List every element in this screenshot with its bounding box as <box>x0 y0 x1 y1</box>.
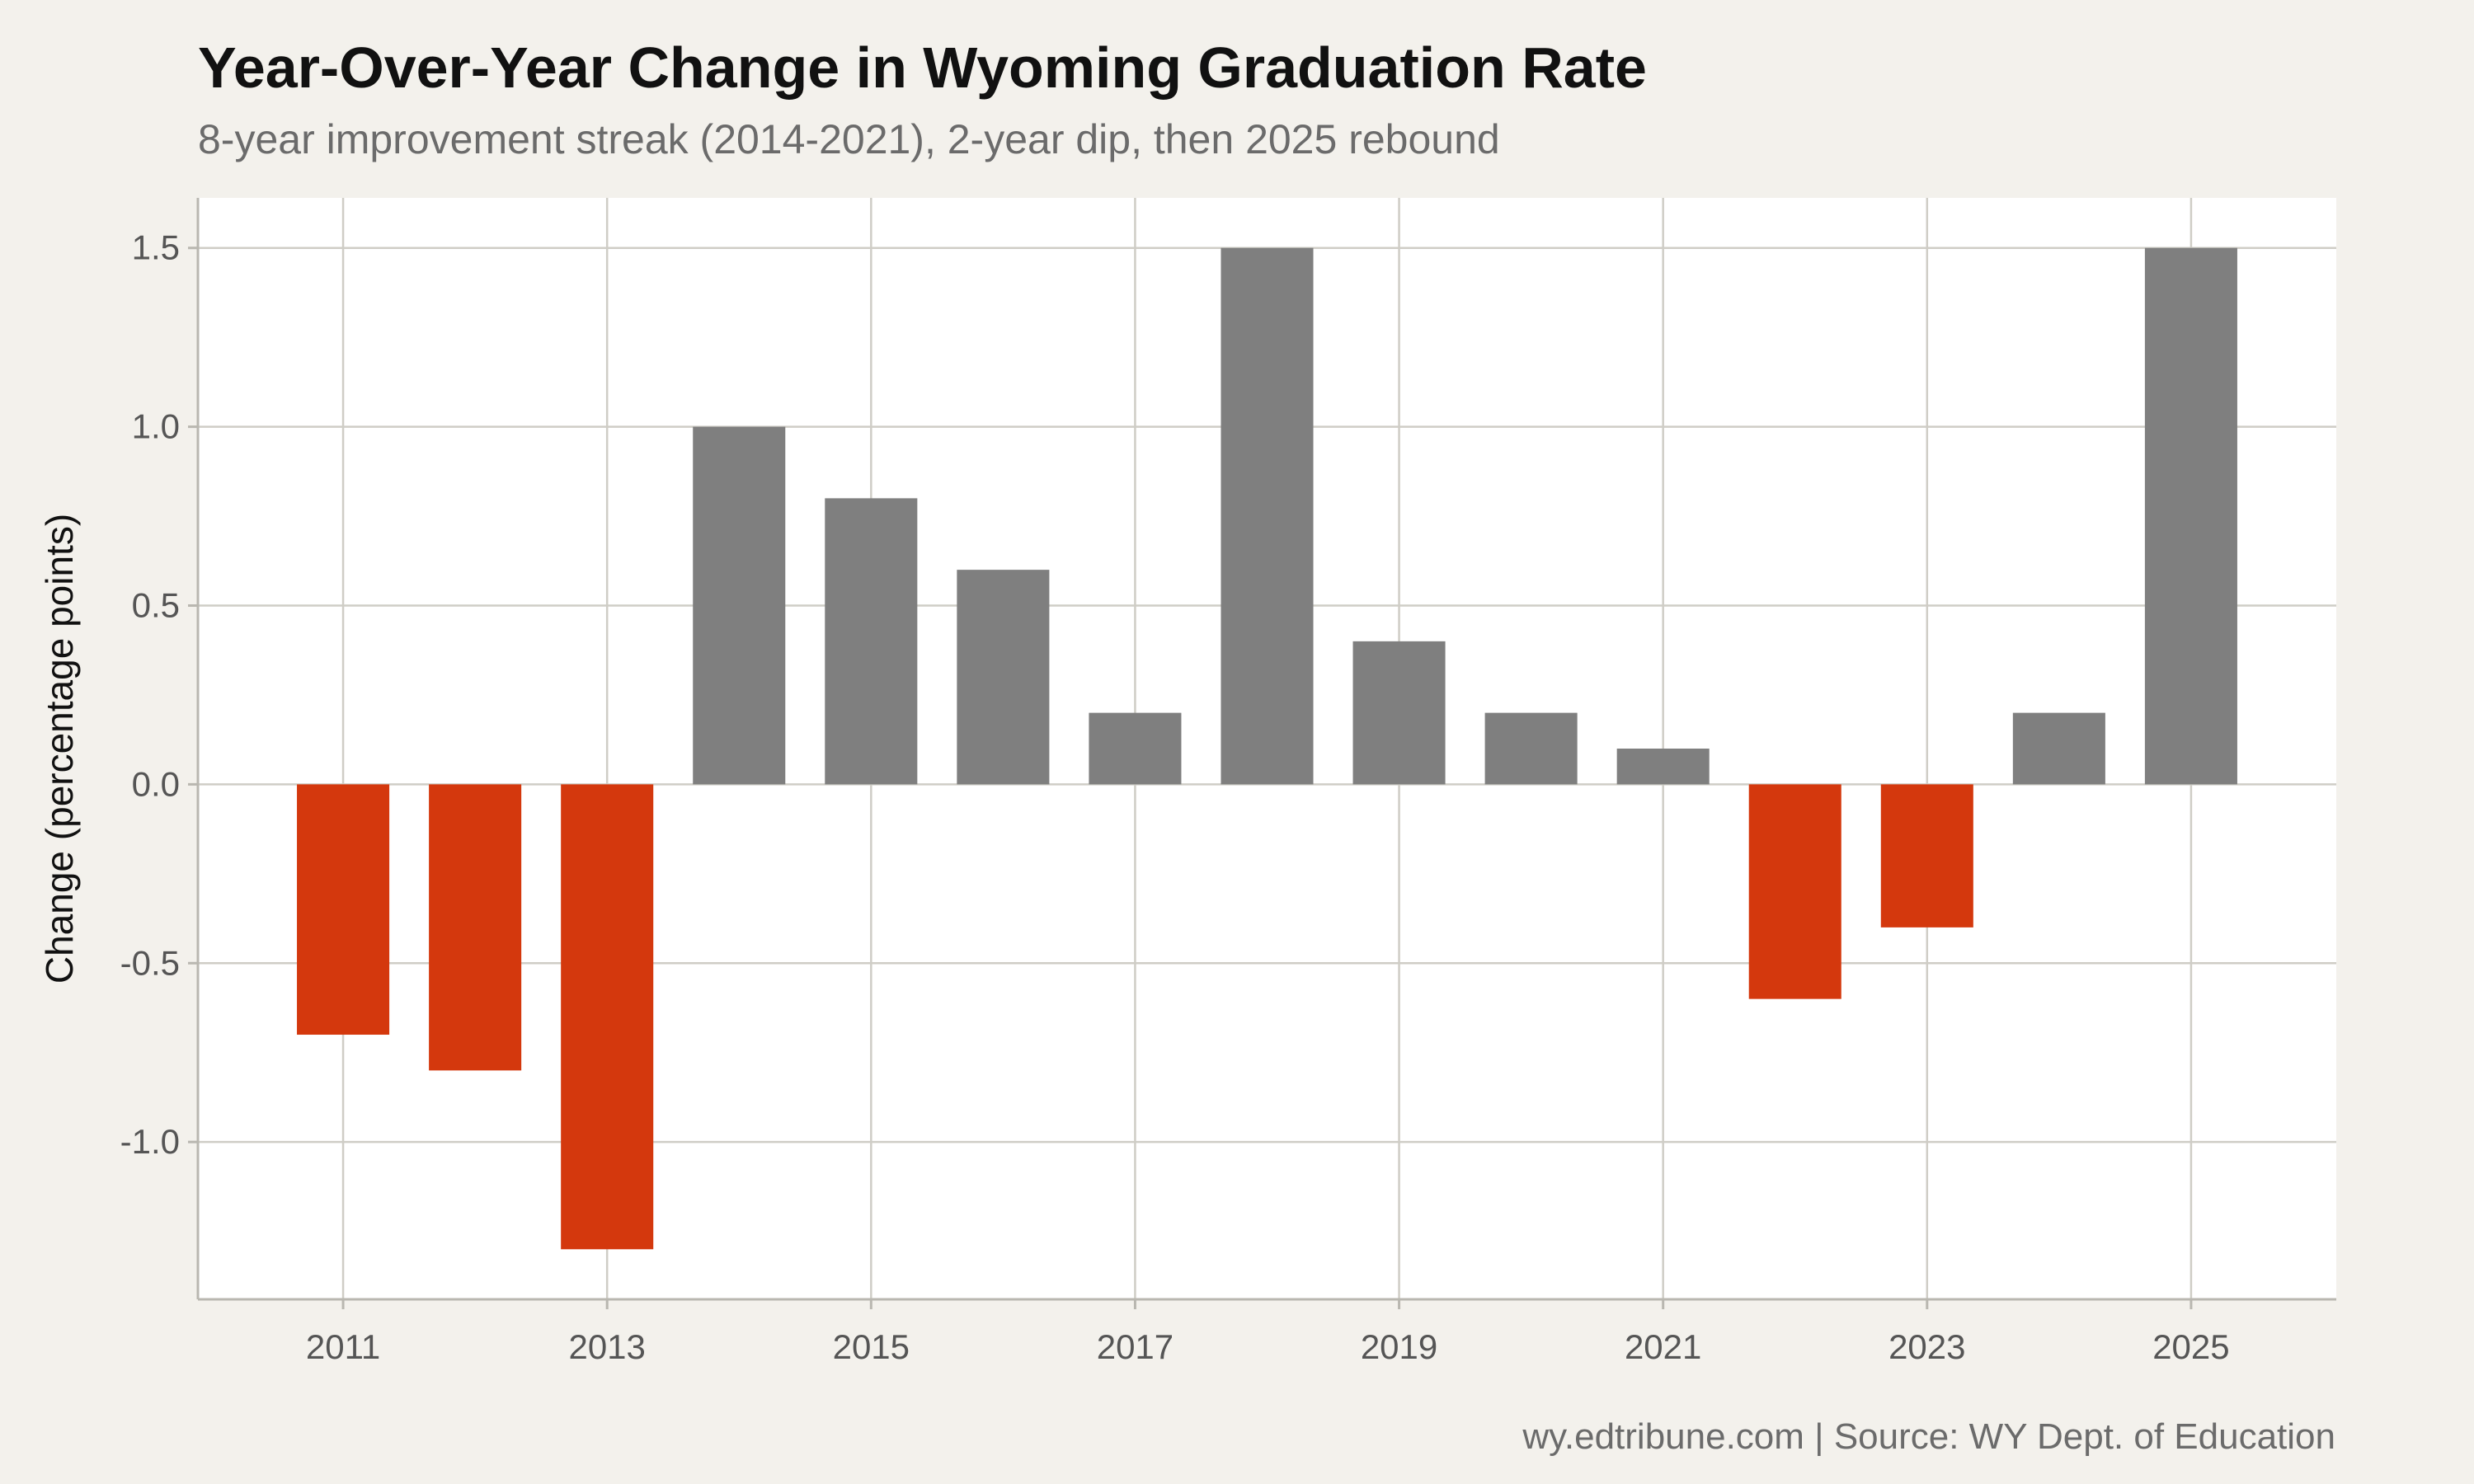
chart-subtitle: 8-year improvement streak (2014-2021), 2… <box>198 116 1500 162</box>
chart-caption: wy.edtribune.com | Source: WY Dept. of E… <box>1522 1416 2335 1457</box>
y-tick-label: 0.5 <box>132 585 180 624</box>
y-tick-labels: -1.0 -0.5 0.0 0.5 1.0 1.5 <box>120 228 198 1161</box>
bar-2011 <box>297 784 390 1036</box>
y-tick-label: 1.5 <box>132 228 180 267</box>
bar-2017 <box>1089 712 1182 785</box>
y-tick-label: -1.0 <box>120 1122 180 1161</box>
bar-2023 <box>1880 784 1973 928</box>
y-tick-label: -0.5 <box>120 943 180 982</box>
x-tick-label: 2025 <box>2152 1327 2229 1366</box>
x-tick-label: 2021 <box>1625 1327 1701 1366</box>
bar-2025 <box>2144 247 2237 785</box>
bar-2020 <box>1484 712 1578 785</box>
x-tick-label: 2019 <box>1361 1327 1437 1366</box>
y-axis-title: Change (percentage points) <box>38 514 81 984</box>
x-tick-label: 2011 <box>306 1327 380 1366</box>
bar-2012 <box>429 784 522 1071</box>
y-tick-label: 0.0 <box>132 764 180 803</box>
y-tick-label: 1.0 <box>132 407 180 446</box>
x-tick-label: 2017 <box>1097 1327 1174 1366</box>
x-tick-label: 2013 <box>568 1327 645 1366</box>
bar-2018 <box>1221 247 1314 785</box>
bar-2022 <box>1748 784 1841 999</box>
axes <box>196 198 2336 1301</box>
bar-2016 <box>957 570 1050 785</box>
bar-2021 <box>1616 749 1710 785</box>
bar-2019 <box>1352 641 1446 785</box>
x-tick-labels: 2011 2013 2015 2017 2019 2021 2023 2025 <box>306 1299 2230 1366</box>
bar-2013 <box>561 784 654 1250</box>
bar-2015 <box>825 498 918 785</box>
x-tick-label: 2023 <box>1888 1327 1965 1366</box>
bar-2024 <box>2012 712 2105 785</box>
bar-2014 <box>693 426 786 785</box>
chart-title: Year-Over-Year Change in Wyoming Graduat… <box>198 35 1647 100</box>
x-tick-label: 2015 <box>833 1327 910 1366</box>
bars <box>297 247 2237 1250</box>
